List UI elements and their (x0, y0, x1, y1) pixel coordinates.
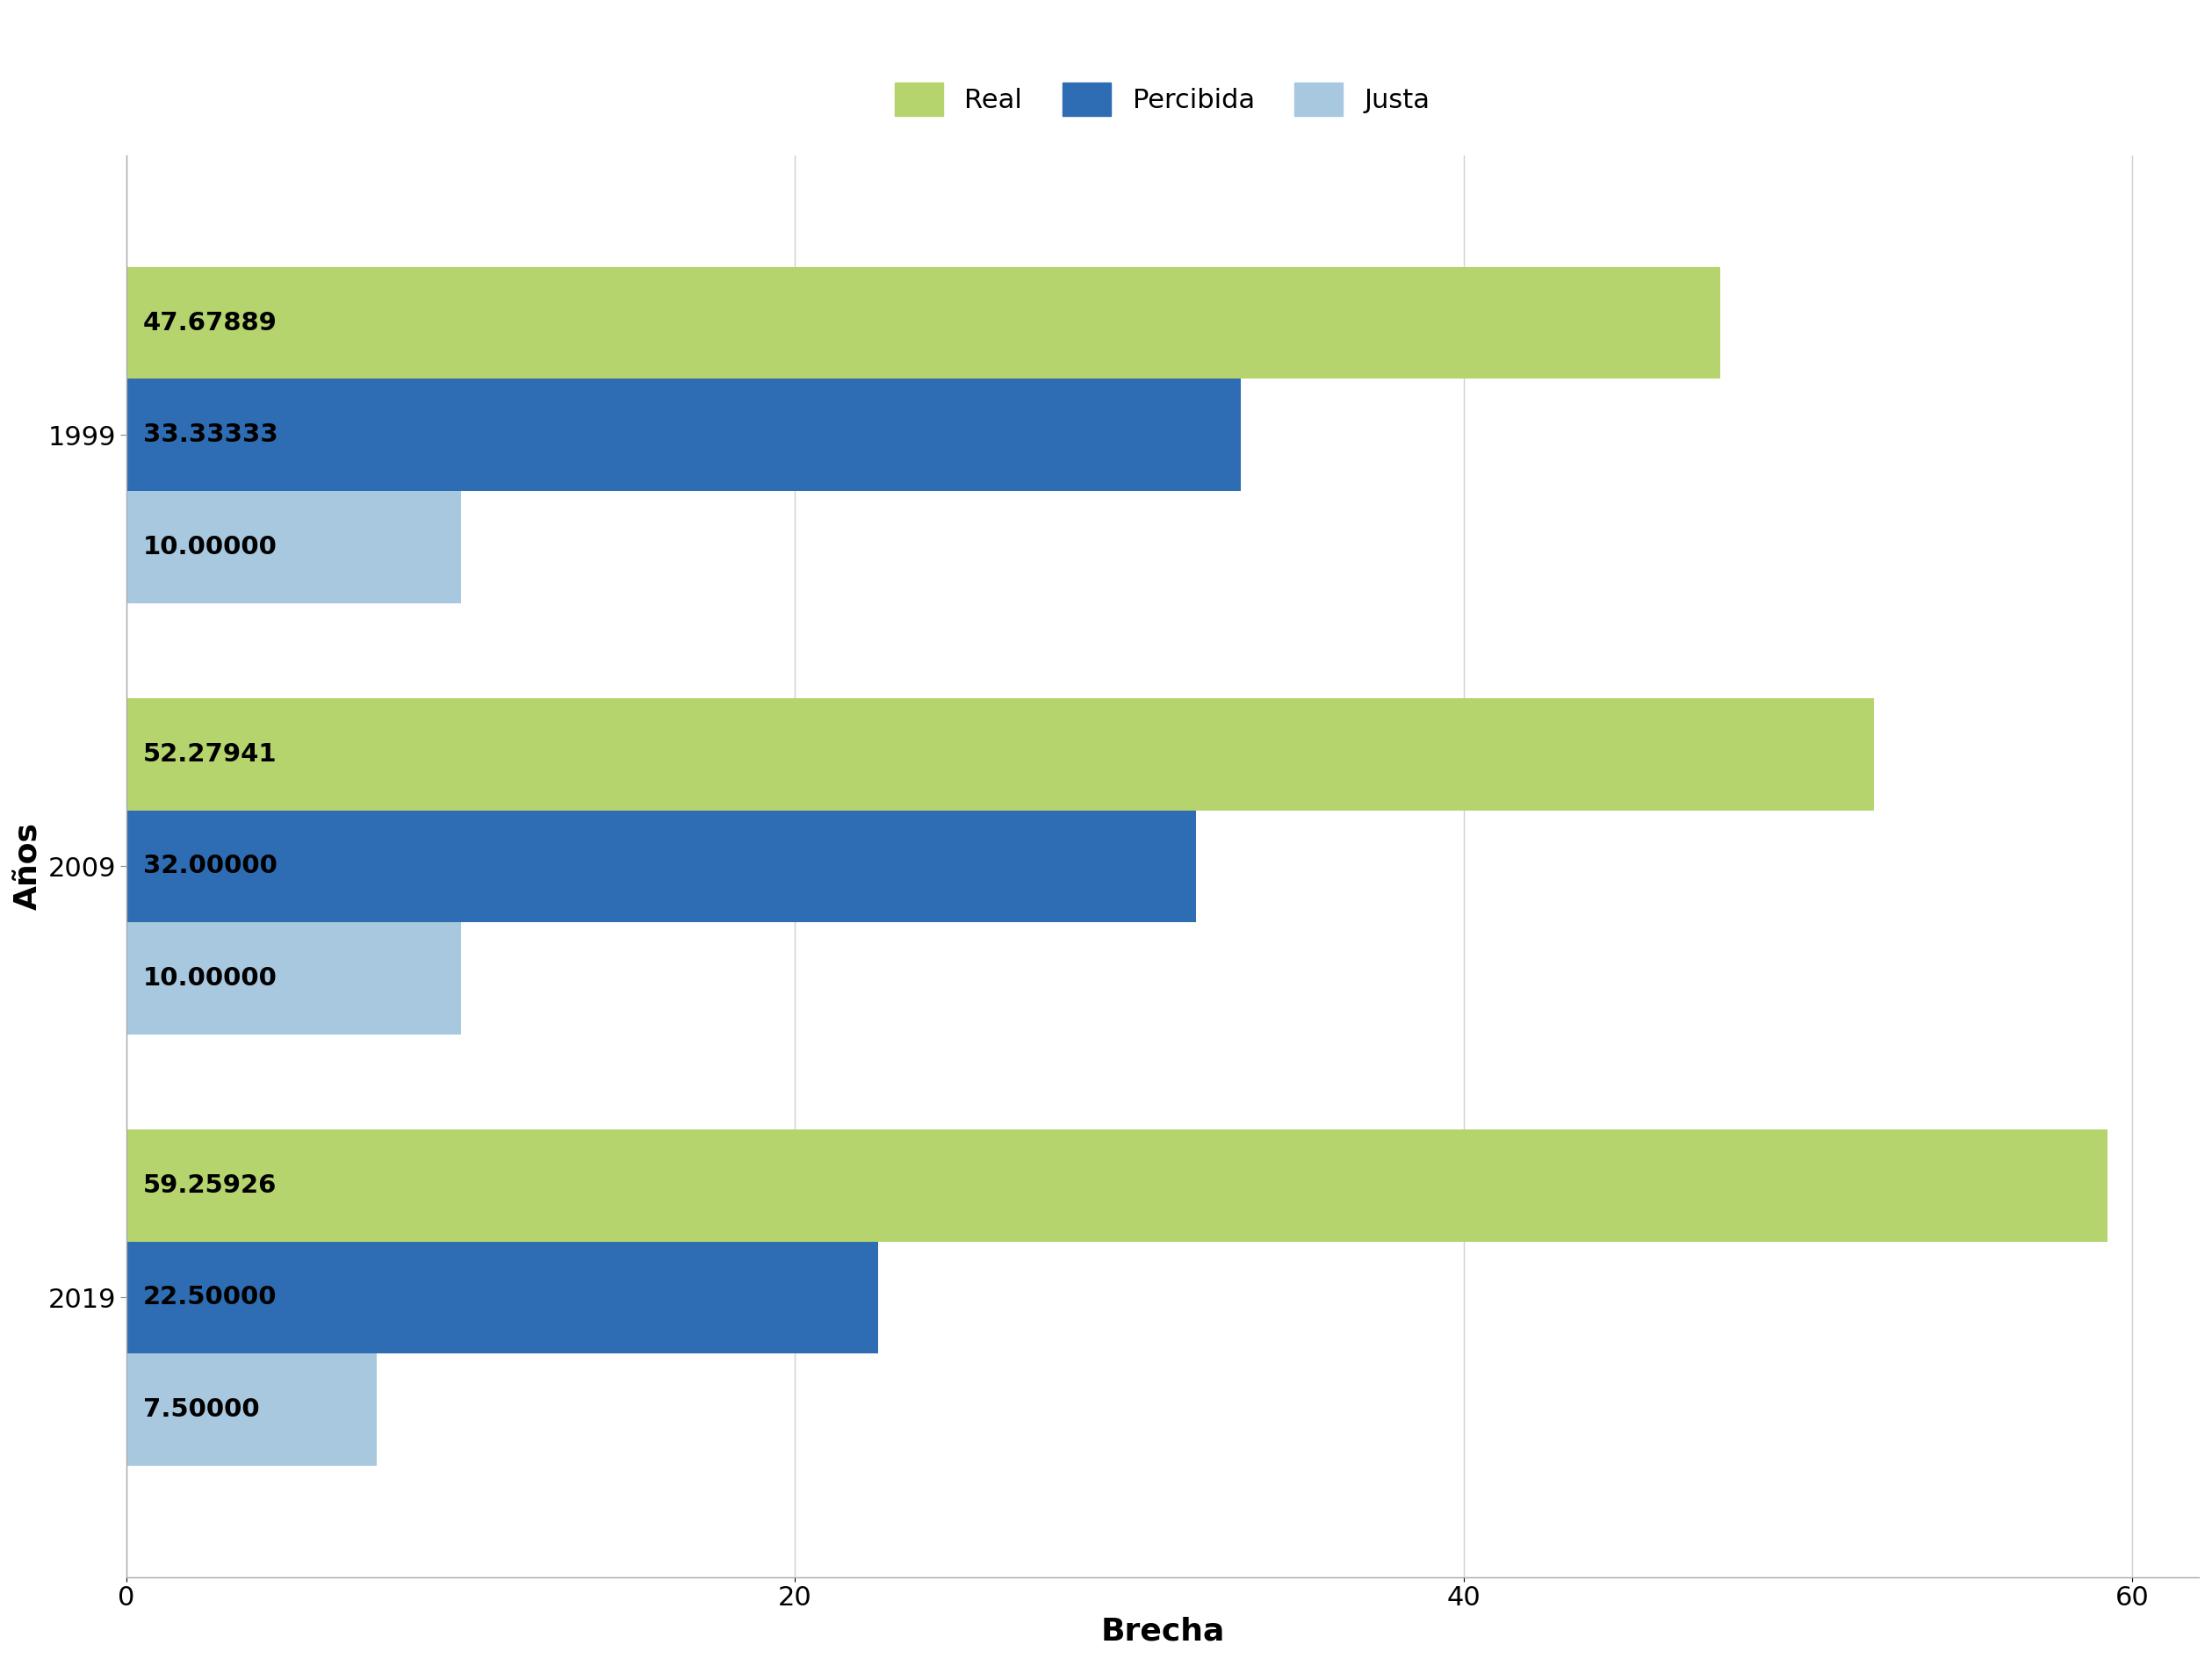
Y-axis label: Años: Años (13, 823, 42, 911)
Bar (126, 1241, 878, 1354)
Text: 22.50000: 22.50000 (144, 1286, 276, 1311)
Bar (126, 378, 1241, 491)
Text: 7.50000: 7.50000 (144, 1397, 259, 1422)
X-axis label: Brecha: Brecha (1102, 1616, 1225, 1646)
Bar (126, 922, 460, 1035)
Bar (126, 1130, 2108, 1241)
Text: 10.00000: 10.00000 (144, 534, 276, 559)
Text: 59.25926: 59.25926 (144, 1173, 276, 1198)
Bar (126, 1354, 376, 1467)
Legend: Real, Percibida, Justa: Real, Percibida, Justa (880, 70, 1444, 129)
Bar (126, 698, 1874, 810)
Text: 10.00000: 10.00000 (144, 966, 276, 990)
Bar (126, 491, 460, 604)
Text: 32.00000: 32.00000 (144, 854, 276, 879)
Bar (126, 267, 1721, 378)
Text: 47.67889: 47.67889 (144, 310, 276, 335)
Text: 52.27941: 52.27941 (144, 742, 276, 766)
Bar (126, 810, 1197, 922)
Text: 33.33333: 33.33333 (144, 423, 279, 448)
